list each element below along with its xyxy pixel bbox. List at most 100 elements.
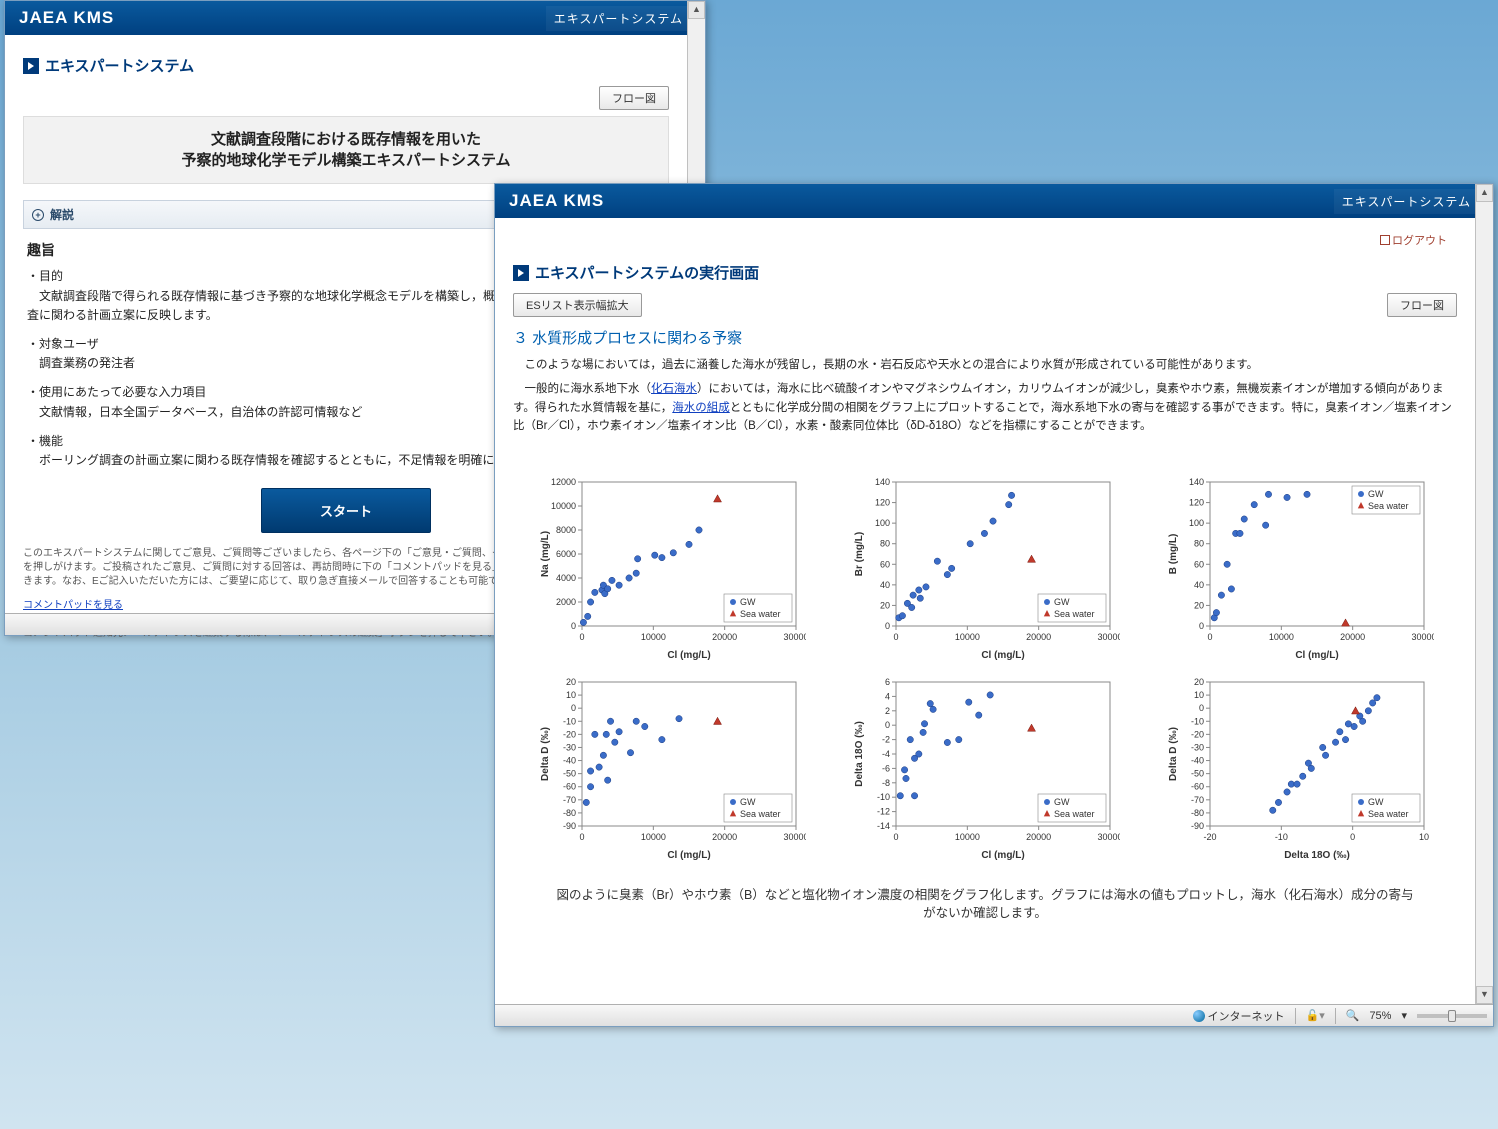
scatter-chart: 0100002000030000020004000600080001000012… — [536, 472, 806, 662]
svg-text:30000: 30000 — [1097, 832, 1120, 842]
svg-text:20000: 20000 — [1340, 632, 1365, 642]
svg-text:Sea water: Sea water — [1054, 809, 1095, 819]
svg-text:-20: -20 — [1203, 832, 1216, 842]
svg-text:10: 10 — [566, 690, 576, 700]
svg-text:60: 60 — [880, 559, 890, 569]
svg-text:0: 0 — [1207, 632, 1212, 642]
svg-text:-6: -6 — [882, 763, 890, 773]
svg-text:GW: GW — [1368, 797, 1384, 807]
menu-expert-system[interactable]: エキスパートシステム — [1334, 189, 1479, 214]
scrollbar-vertical[interactable]: ▲ ▼ — [1475, 184, 1493, 1026]
svg-text:10000: 10000 — [1269, 632, 1294, 642]
chart-cell: -20-10010-90-80-70-60-50-40-30-20-100102… — [1151, 672, 1447, 862]
svg-text:-50: -50 — [1191, 768, 1204, 778]
flow-diagram-button[interactable]: フロー図 — [599, 86, 669, 110]
svg-text:40: 40 — [880, 579, 890, 589]
svg-text:Delta D (‰): Delta D (‰) — [1168, 727, 1179, 781]
svg-text:Cl (mg/L): Cl (mg/L) — [981, 650, 1024, 661]
svg-text:2: 2 — [885, 705, 890, 715]
scatter-chart: -20-10010-90-80-70-60-50-40-30-20-100102… — [1164, 672, 1434, 862]
svg-text:4: 4 — [885, 691, 890, 701]
svg-text:0: 0 — [893, 632, 898, 642]
svg-text:-14: -14 — [877, 821, 890, 831]
svg-text:Sea water: Sea water — [1368, 809, 1409, 819]
svg-text:120: 120 — [1189, 497, 1204, 507]
svg-text:10: 10 — [1419, 832, 1429, 842]
page-title-block: 文献調査段階における既存情報を用いた 予察的地球化学モデル構築エキスパートシステ… — [23, 116, 669, 184]
arrow-box-icon — [23, 58, 39, 74]
svg-text:20000: 20000 — [712, 832, 737, 842]
svg-text:-70: -70 — [1191, 794, 1204, 804]
site-header: JAEA KMS エキスパートシステム — [495, 184, 1493, 218]
es-list-expand-button[interactable]: ESリスト表示幅拡大 — [513, 293, 642, 317]
svg-text:0: 0 — [571, 621, 576, 631]
svg-text:-40: -40 — [1191, 755, 1204, 765]
svg-text:20000: 20000 — [712, 632, 737, 642]
svg-text:-40: -40 — [563, 755, 576, 765]
status-bar: インターネット 🔓▾ 🔍 75% ▾ — [495, 1004, 1493, 1026]
step-heading: ３ 水質形成プロセスに関わる予察 — [513, 327, 1457, 348]
svg-text:120: 120 — [875, 497, 890, 507]
svg-text:10000: 10000 — [955, 832, 980, 842]
svg-text:Sea water: Sea water — [1054, 609, 1095, 619]
svg-text:20: 20 — [880, 600, 890, 610]
svg-text:80: 80 — [1194, 538, 1204, 548]
svg-text:GW: GW — [1368, 489, 1384, 499]
svg-text:100: 100 — [875, 518, 890, 528]
svg-text:Cl (mg/L): Cl (mg/L) — [667, 850, 710, 861]
svg-text:20: 20 — [1194, 600, 1204, 610]
zoom-level: 75% — [1369, 1010, 1391, 1022]
svg-text:4000: 4000 — [556, 573, 576, 583]
globe-icon — [1193, 1010, 1205, 1022]
svg-text:Cl (mg/L): Cl (mg/L) — [981, 850, 1024, 861]
svg-text:Br (mg/L): Br (mg/L) — [854, 531, 865, 575]
svg-text:-90: -90 — [563, 821, 576, 831]
comment-pad-link[interactable]: コメントパッドを見る — [23, 600, 123, 611]
site-title: JAEA KMS — [19, 8, 114, 28]
seawater-composition-link[interactable]: 海水の組成 — [672, 402, 730, 414]
section-heading: エキスパートシステム — [23, 55, 669, 76]
scroll-up-icon[interactable]: ▲ — [688, 1, 705, 19]
svg-text:-60: -60 — [563, 781, 576, 791]
chart-cell: 0100002000030000020004000600080001000012… — [523, 472, 819, 662]
svg-text:2000: 2000 — [556, 597, 576, 607]
zoom-slider[interactable] — [1417, 1014, 1487, 1018]
svg-text:140: 140 — [1189, 477, 1204, 487]
svg-text:10000: 10000 — [641, 832, 666, 842]
svg-text:-80: -80 — [1191, 807, 1204, 817]
svg-text:80: 80 — [880, 538, 890, 548]
scroll-down-icon[interactable]: ▼ — [1476, 986, 1493, 1004]
security-icon: 🔓▾ — [1306, 1009, 1325, 1022]
flow-diagram-button[interactable]: フロー図 — [1387, 293, 1457, 317]
svg-text:60: 60 — [1194, 559, 1204, 569]
zoom-icon[interactable]: 🔍 — [1346, 1009, 1360, 1022]
svg-text:-30: -30 — [1191, 742, 1204, 752]
svg-text:0: 0 — [579, 632, 584, 642]
svg-text:10000: 10000 — [551, 501, 576, 511]
menu-expert-system[interactable]: エキスパートシステム — [546, 6, 691, 31]
svg-text:-12: -12 — [877, 806, 890, 816]
svg-text:-4: -4 — [882, 749, 890, 759]
scatter-chart: 0100002000030000-90-80-70-60-50-40-30-20… — [536, 672, 806, 862]
svg-text:0: 0 — [1350, 832, 1355, 842]
svg-text:-20: -20 — [563, 729, 576, 739]
svg-text:20: 20 — [1194, 677, 1204, 687]
scroll-up-icon[interactable]: ▲ — [1476, 184, 1493, 202]
logout-link[interactable]: ログアウト — [1380, 232, 1447, 248]
start-button[interactable]: スタート — [261, 488, 431, 533]
fossil-seawater-link[interactable]: 化石海水 — [651, 383, 697, 395]
chart-cell: 0100002000030000020406080100120140Cl (mg… — [837, 472, 1133, 662]
chart-caption: 図のように臭素（Br）やホウ素（B）などと塩化物イオン濃度の相関をグラフ化します… — [553, 886, 1417, 924]
svg-text:Cl (mg/L): Cl (mg/L) — [1295, 650, 1338, 661]
section-heading: エキスパートシステムの実行画面 — [513, 262, 1457, 283]
scatter-chart: 0100002000030000020406080100120140Cl (mg… — [850, 472, 1120, 662]
svg-text:8000: 8000 — [556, 525, 576, 535]
svg-text:Na (mg/L): Na (mg/L) — [540, 531, 551, 577]
svg-text:Sea water: Sea water — [1368, 501, 1409, 511]
svg-text:10: 10 — [1194, 690, 1204, 700]
svg-text:Delta 18O (‰): Delta 18O (‰) — [854, 721, 865, 787]
svg-text:0: 0 — [885, 621, 890, 631]
site-title: JAEA KMS — [509, 191, 604, 211]
svg-text:-60: -60 — [1191, 781, 1204, 791]
svg-text:GW: GW — [1054, 797, 1070, 807]
